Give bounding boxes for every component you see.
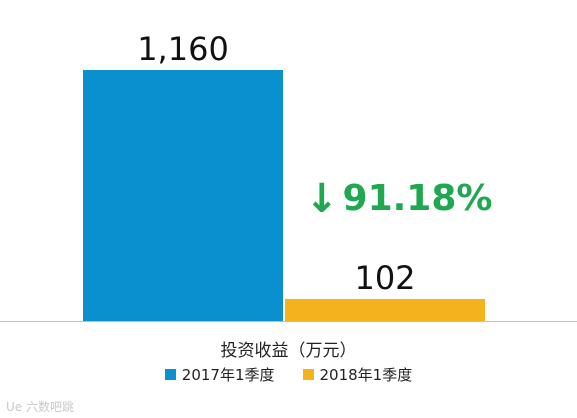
x-axis-label: 投资收益（万元） [220, 341, 357, 361]
down-arrow-icon: ↓ [305, 175, 339, 222]
bar-chart: 1,160 102 [0, 30, 577, 322]
bar-1 [285, 298, 485, 321]
data-label-0: 1,160 [137, 30, 229, 68]
legend-item-2018: 2018年1季度 [302, 364, 413, 385]
legend-label-2017: 2017年1季度 [181, 366, 275, 384]
legend: 2017年1季度 2018年1季度 [0, 364, 577, 385]
bar-0 [83, 70, 283, 321]
data-label-1: 102 [354, 259, 415, 297]
change-annotation: ↓ 91.18% [305, 178, 492, 219]
change-percent: 91.18% [342, 178, 493, 219]
legend-label-2018: 2018年1季度 [319, 366, 413, 384]
legend-swatch-2018 [302, 369, 314, 380]
legend-swatch-2017 [164, 369, 176, 380]
legend-item-2017: 2017年1季度 [164, 364, 275, 385]
watermark: Ue 六数吧跳 [6, 400, 74, 414]
